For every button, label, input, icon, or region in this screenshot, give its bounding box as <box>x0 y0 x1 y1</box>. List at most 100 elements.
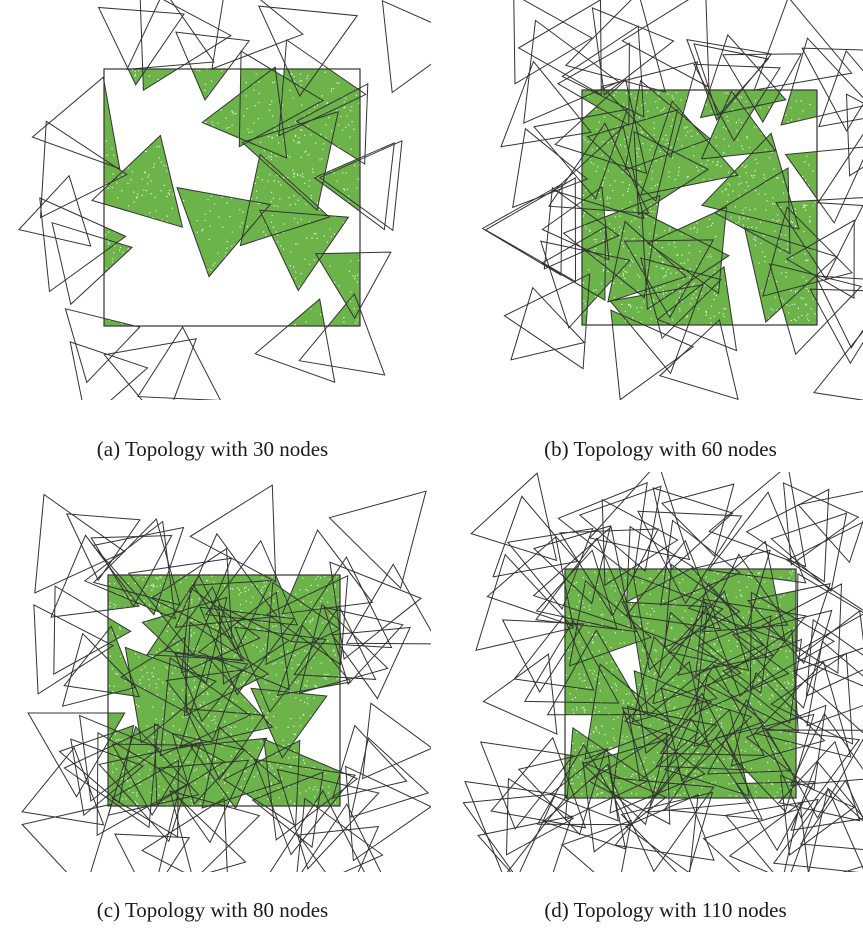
sensor-node-triangle <box>97 6 186 86</box>
sensor-node-triangle <box>39 120 128 219</box>
sensor-node-triangle <box>796 609 863 687</box>
coverage-region <box>634 131 709 215</box>
sensor-node-triangle <box>178 656 274 749</box>
sensor-node-triangle <box>241 110 339 212</box>
sensor-node-triangle <box>586 109 679 203</box>
sensor-node-triangle <box>637 510 743 605</box>
sensor-node-triangle <box>238 50 324 148</box>
coverage-region <box>329 491 426 588</box>
sensor-node-triangle <box>218 604 291 685</box>
sensor-node-triangle <box>624 79 712 171</box>
sensor-node-triangle <box>626 525 695 603</box>
sensor-node-triangle <box>591 7 675 96</box>
sensor-node-triangle <box>323 606 404 686</box>
sensor-node-triangle <box>141 797 228 872</box>
sensor-node-triangle <box>707 491 807 584</box>
sensor-node-triangle <box>664 563 741 649</box>
sensor-node-triangle <box>158 795 247 872</box>
coverage-region <box>627 706 699 781</box>
sensor-node-triangle <box>31 76 121 170</box>
sensor-node-triangle <box>660 483 735 557</box>
sensor-node-triangle <box>780 774 856 856</box>
coverage-region <box>565 569 617 629</box>
coverage-region <box>493 496 577 577</box>
sensor-node-triangle <box>27 712 126 798</box>
sensor-node-triangle <box>660 519 741 606</box>
sensor-node-triangle <box>201 66 288 159</box>
sensor-node-triangle <box>33 604 115 695</box>
coverage-region <box>818 118 863 209</box>
coverage-region <box>191 69 229 100</box>
coverage-region <box>382 1 431 93</box>
coverage-region <box>242 111 339 211</box>
sensor-node-triangle <box>695 601 764 676</box>
topology-panel-30-nodes <box>0 0 431 400</box>
sensor-node-triangle <box>641 211 730 311</box>
sensor-node-triangle <box>686 38 773 122</box>
coverage-region <box>104 339 196 400</box>
sensor-node-triangle <box>65 513 141 582</box>
sensor-node-triangle <box>266 574 349 666</box>
sensor-node-triangle <box>805 618 863 697</box>
sensor-node-triangle <box>620 791 714 872</box>
sensor-node-triangle <box>797 490 863 564</box>
caption-d: (d) Topology with 110 nodes <box>544 898 787 922</box>
sensor-node-triangle <box>706 699 793 775</box>
sensor-node-triangle <box>50 534 140 618</box>
sensor-node-triangle <box>492 495 579 578</box>
coverage-region <box>108 643 114 649</box>
topology-panel-110-nodes <box>432 472 863 872</box>
sensor-node-triangle <box>345 765 431 862</box>
sensor-node-triangle <box>258 209 350 292</box>
sensor-node-triangle <box>845 93 863 177</box>
sensor-node-triangle <box>694 611 790 715</box>
sensor-node-triangle <box>554 78 648 175</box>
sensor-node-triangle <box>39 197 127 293</box>
sensor-node-triangle <box>701 553 789 633</box>
sensor-node-triangle <box>693 43 770 117</box>
sensor-node-triangle <box>503 273 591 370</box>
sensor-node-triangle <box>331 724 408 799</box>
sensor-node-triangle <box>169 790 261 872</box>
sensor-node-triangle <box>724 798 819 872</box>
coverage-region <box>212 0 303 69</box>
sensor-node-triangle <box>652 487 734 571</box>
sensor-node-triangle <box>63 625 140 698</box>
sensor-node-triangle <box>490 736 587 829</box>
sensor-node-triangle <box>362 702 431 780</box>
sensor-node-triangle <box>90 534 173 608</box>
coverage-region <box>70 342 147 400</box>
deployment-area <box>564 568 797 799</box>
sensor-node-triangle <box>753 660 852 758</box>
sensor-node-triangle <box>789 712 863 786</box>
sensor-node-triangle <box>189 484 277 583</box>
sensor-node-triangle <box>564 726 650 821</box>
sensor-node-triangle <box>331 626 411 700</box>
sensor-node-triangle <box>199 606 296 696</box>
sensor-node-triangle <box>98 741 202 843</box>
coverage-region <box>592 90 602 95</box>
sensor-node-triangle <box>103 338 197 400</box>
sensor-node-triangle <box>625 539 722 630</box>
sensor-node-triangle <box>253 758 357 856</box>
sensor-node-triangle <box>181 586 261 674</box>
sensor-node-triangle <box>659 663 765 756</box>
coverage-region <box>138 327 221 400</box>
sensor-node-triangle <box>646 206 728 295</box>
sensor-node-triangle <box>553 125 645 220</box>
deployment-area <box>107 574 341 807</box>
coverage-region <box>346 766 431 860</box>
sensor-node-triangle <box>702 808 800 872</box>
sensor-node-triangle <box>546 629 647 716</box>
sensor-node-triangle <box>818 49 863 128</box>
sensor-node-triangle <box>281 529 374 615</box>
sensor-node-triangle <box>640 257 722 340</box>
sensor-node-triangle <box>222 739 301 827</box>
caption-a: (a) Topology with 30 nodes <box>96 437 329 461</box>
coverage-region <box>622 601 707 678</box>
sensor-node-triangle <box>174 652 249 723</box>
sensor-node-triangle <box>301 803 382 872</box>
coverage-region <box>104 81 120 169</box>
caption-c: (c) Topology with 80 nodes <box>96 898 329 922</box>
sensor-node-triangle <box>70 738 145 817</box>
